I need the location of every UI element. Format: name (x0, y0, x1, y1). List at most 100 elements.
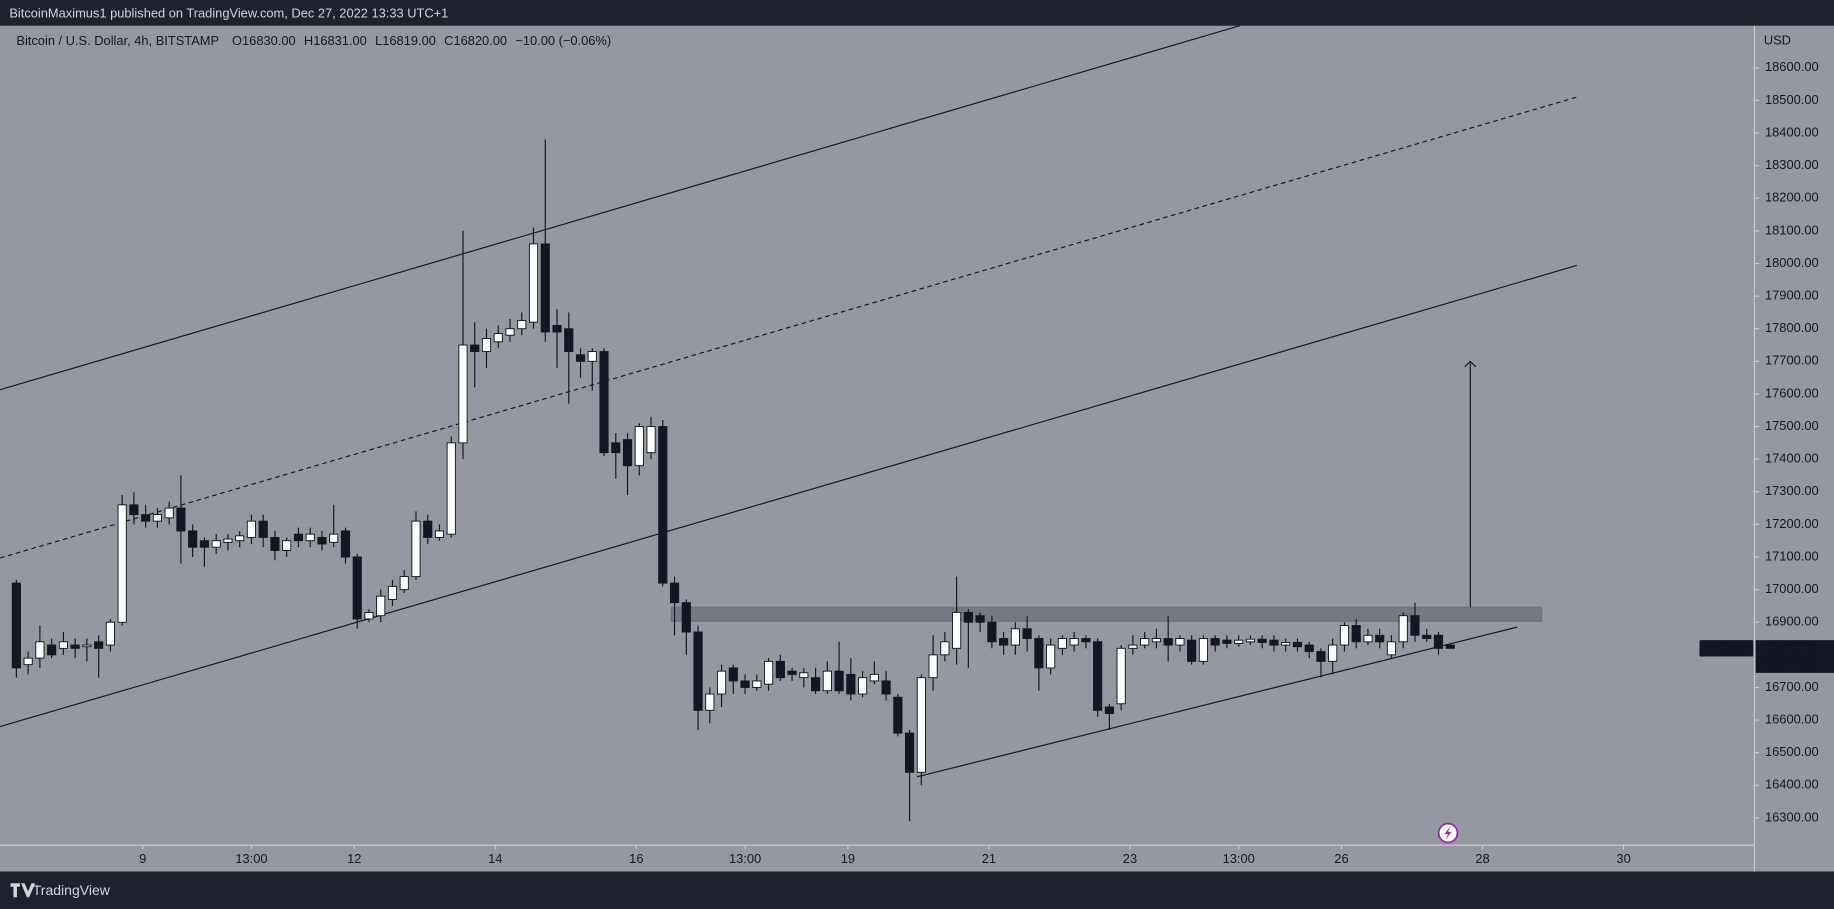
candle-body (1445, 644, 1455, 649)
candle-body (1410, 615, 1420, 636)
candle-body (1198, 638, 1209, 662)
candle-body (1081, 638, 1091, 643)
candle-body (1187, 639, 1197, 662)
candle-body (775, 660, 785, 679)
y-tick-label: 17200.00 (1765, 516, 1819, 531)
candle-body (1422, 634, 1432, 640)
y-tick-label: 18400.00 (1765, 124, 1819, 139)
candle-body (658, 426, 668, 584)
candle-body (199, 540, 210, 548)
candle-body (1375, 634, 1385, 643)
candle-body (552, 324, 562, 333)
candle-body (117, 504, 127, 623)
x-tick-label: 13:00 (235, 851, 267, 866)
candle-body (1116, 647, 1126, 705)
candle-body (822, 670, 832, 692)
candle-body (611, 442, 621, 454)
candle-body (94, 641, 104, 649)
candle-body (35, 641, 45, 659)
candle-body (1163, 638, 1173, 646)
candle-body (846, 673, 856, 695)
candle-body (258, 520, 268, 538)
y-tick-label: 17400.00 (1765, 451, 1819, 466)
candle-body (540, 243, 550, 333)
countdown-label: 03:26:48 (1764, 655, 1814, 670)
currency-label: USD (1764, 32, 1791, 47)
candle-body (1128, 644, 1138, 649)
trend-line (0, 25, 1240, 391)
x-tick-label: 23 (1123, 851, 1137, 866)
y-tick-label: 17100.00 (1765, 548, 1819, 563)
ohlc-value: 16831.00 (313, 34, 367, 49)
x-tick-label: 16 (629, 851, 643, 866)
candle-body (1104, 706, 1114, 715)
candle-body (164, 507, 174, 519)
candle-body (752, 680, 762, 688)
y-tick-label: 17300.00 (1765, 483, 1819, 498)
candle-body (399, 576, 409, 591)
candle-body (975, 615, 985, 623)
y-tick-label: 17700.00 (1765, 353, 1819, 368)
candle-body (728, 667, 738, 682)
candle-body (1386, 641, 1397, 656)
x-tick-label: 30 (1616, 851, 1630, 866)
y-tick-label: 17600.00 (1765, 385, 1819, 400)
candle-body (1316, 651, 1326, 662)
candle-body (70, 644, 80, 649)
candle-body (810, 677, 821, 692)
ohlc-key: C (444, 34, 453, 49)
candle-body (1304, 644, 1314, 653)
ohlc-key: L (375, 34, 382, 49)
candle-body (470, 344, 480, 353)
candle-body (799, 672, 809, 679)
candle-body (987, 621, 997, 643)
x-tick-label: 21 (982, 851, 996, 866)
candle-body (905, 732, 915, 773)
candle-body (528, 243, 539, 323)
candle-body (329, 533, 339, 543)
candle-body (858, 677, 868, 695)
candle-body (669, 582, 680, 604)
candle-body (1281, 641, 1291, 646)
candle-body (599, 351, 609, 454)
candle-body (646, 426, 656, 454)
candle-body (505, 328, 515, 336)
y-tick-label: 16600.00 (1765, 711, 1819, 726)
ticker-box (1699, 640, 1754, 657)
y-tick-label: 16300.00 (1765, 809, 1819, 824)
trend-line (0, 264, 1577, 728)
y-tick-label: 18500.00 (1765, 92, 1819, 107)
ohlc-value: 16819.00 (382, 34, 436, 49)
candle-body (681, 602, 691, 633)
candle-body (293, 533, 304, 542)
axes: 16300.00 16400.00 16500.00 16600.00 16700.00… (139, 59, 1834, 866)
candle-body (1093, 641, 1103, 711)
candle-body (387, 585, 398, 600)
candle-body (340, 530, 351, 558)
trend-line (916, 626, 1518, 778)
y-tick-label: 18300.00 (1765, 157, 1819, 172)
ohlc-key: O (232, 34, 242, 49)
candle-body (1257, 638, 1267, 643)
candle-body (305, 533, 315, 542)
y-tick-label: 16700.00 (1765, 679, 1819, 694)
candle-body (940, 641, 950, 656)
plot-area (0, 25, 1577, 822)
candle-body (1363, 634, 1373, 643)
candle-body (564, 328, 574, 353)
candle-body (493, 333, 503, 343)
candle-body (458, 344, 468, 444)
candle-body (622, 439, 633, 467)
candle-body (82, 644, 92, 648)
candle-body (211, 540, 221, 548)
x-tick-label: 19 (841, 851, 855, 866)
candle-body (575, 354, 586, 362)
candle-body (364, 611, 374, 620)
price-label: 16820.00 (1764, 640, 1818, 655)
candle-body (634, 426, 644, 467)
candle-body (916, 677, 926, 773)
ticker-label: BTCUSD (1700, 640, 1753, 655)
candle-body (1245, 638, 1256, 643)
candle-body (952, 611, 962, 649)
